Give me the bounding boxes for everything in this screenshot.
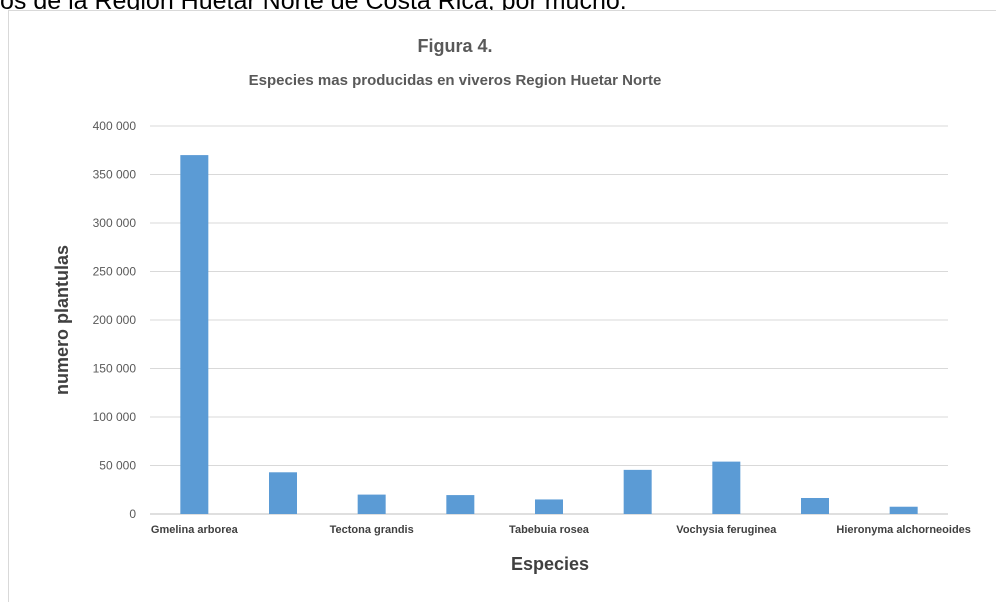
y-tick-labels: 0 50 000 100 000 150 000 200 000 250 000 300 0… [93,119,137,521]
x-axis-title: Especies [511,554,589,574]
bar [269,472,297,514]
x-tick-labels: Gmelina arborea Tectona grandis Tabebuia r… [151,524,971,536]
x-tick-label: Hieronyma alchorneoides [836,524,971,536]
y-tick-label: 350 000 [93,168,137,182]
y-tick-label: 250 000 [93,265,137,279]
y-tick-label: 100 000 [93,410,137,424]
y-axis-title: numero plantulas [52,245,72,395]
y-tick-label: 200 000 [93,313,137,327]
chart-frame [8,10,996,602]
x-tick-label: Tabebuia rosea [509,524,590,536]
chart-title: Figura 4. [417,36,492,56]
y-tick-label: 50 000 [99,459,136,473]
x-tick-label: Tectona grandis [330,524,414,536]
bar [889,506,918,514]
x-tick-label: Gmelina arborea [151,524,239,536]
y-tick-label: 0 [129,507,136,521]
y-tick-label: 400 000 [93,119,137,133]
bar [446,495,475,514]
x-tick-label: Vochysia feruginea [676,524,777,536]
bar [180,155,209,514]
bar [623,469,652,514]
y-tick-label: 150 000 [93,362,137,376]
bar [357,494,386,514]
gridlines [150,125,948,515]
bars [180,155,918,514]
y-tick-label: 300 000 [93,216,137,230]
bar [801,497,829,514]
chart-subtitle: Especies mas producidas en viveros Regio… [249,72,662,89]
bar [712,461,741,514]
bar [535,499,563,514]
